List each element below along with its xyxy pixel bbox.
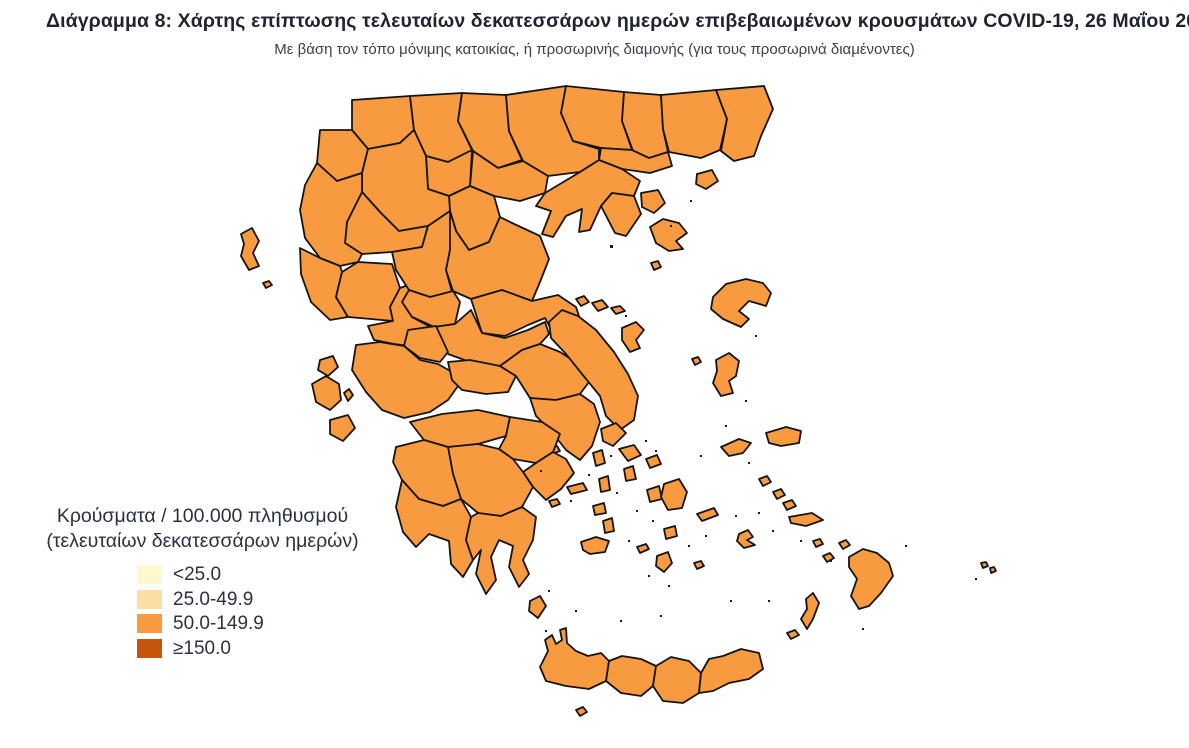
region-kea xyxy=(592,449,606,467)
legend-title-line1: Κρούσματα / 100.000 πληθυσμού xyxy=(56,505,349,527)
region-thasos xyxy=(640,189,666,214)
region-evros xyxy=(715,85,774,162)
region-zakynthos xyxy=(329,414,356,442)
region-rethymno xyxy=(605,655,657,697)
region-chios xyxy=(712,352,740,397)
region-lesvos xyxy=(710,278,772,328)
region-kerkyra xyxy=(240,227,260,271)
legend-label-cat3: 50.0-149.9 xyxy=(173,613,264,635)
region-lasithi xyxy=(698,648,764,694)
legend-item-cat2: 25.0-49.9 xyxy=(137,587,375,612)
region-amorgos xyxy=(696,507,719,522)
region-serifos xyxy=(592,502,607,516)
region-messinia xyxy=(395,479,474,578)
region-symi xyxy=(838,539,851,550)
region-mykonos xyxy=(645,454,662,469)
region-nisyros xyxy=(812,538,824,548)
region-psara xyxy=(691,356,702,366)
legend-label-cat2: 25.0-49.9 xyxy=(173,588,254,610)
region-andros xyxy=(600,422,627,447)
region-lakonia xyxy=(465,506,537,595)
region-irakleio xyxy=(652,656,702,704)
region-limnos xyxy=(649,218,688,252)
region-naxos xyxy=(660,478,688,511)
region-skyros xyxy=(621,321,645,353)
legend-label-cat1: <25.0 xyxy=(173,563,222,585)
page-title: Διάγραμμα 8: Χάρτης επίπτωσης τελευταίων… xyxy=(46,10,1189,32)
legend-item-cat1: <25.0 xyxy=(137,562,375,587)
region-fthiotida xyxy=(411,309,550,367)
region-kalymnos xyxy=(782,499,797,511)
region-samothraki xyxy=(695,169,719,190)
legend-swatch-cat2 xyxy=(137,589,162,609)
region-lefkada xyxy=(317,355,339,377)
region-karpathos xyxy=(800,592,820,630)
region-evvoia xyxy=(548,309,639,431)
legend-label-cat4: ≥150.0 xyxy=(173,638,231,660)
region-larisa xyxy=(445,210,550,302)
legend-swatch-cat1 xyxy=(137,564,162,584)
region-rodopi xyxy=(660,89,728,159)
region-paxoi xyxy=(262,280,273,289)
region-ithaki xyxy=(343,388,354,402)
region-agios-efstratios xyxy=(650,260,662,271)
region-patmos xyxy=(758,475,772,487)
region-tinos xyxy=(618,444,642,462)
region-kasos xyxy=(786,629,800,640)
region-ios xyxy=(663,525,678,540)
legend-swatch-cat3 xyxy=(137,614,162,634)
region-ydra xyxy=(566,482,588,495)
region-fokida xyxy=(447,359,517,395)
region-gavdos xyxy=(575,706,588,717)
region-skiathos xyxy=(575,295,590,307)
region-tilos xyxy=(822,552,835,563)
legend-swatch-cat4 xyxy=(137,639,162,659)
region-kastellorizo xyxy=(980,561,997,574)
region-rodos xyxy=(848,548,894,610)
region-astypalaia xyxy=(736,529,756,549)
legend-items: <25.0 25.0-49.9 50.0-149.9 ≥150.0 xyxy=(137,562,375,661)
region-samos xyxy=(765,426,802,447)
region-thira xyxy=(655,551,673,573)
page-subtitle: Με βάση τον τόπο μόνιμης κατοικίας, ή πρ… xyxy=(274,41,915,58)
region-leros xyxy=(772,488,786,500)
region-paros xyxy=(646,485,663,503)
legend-title-line2: (τελευταίων δεκατεσσάρων ημερών) xyxy=(46,530,359,552)
region-chalkidiki xyxy=(535,159,641,238)
region-anafi xyxy=(693,560,705,570)
region-aitoloakarnania xyxy=(351,341,459,419)
region-skopelos xyxy=(591,299,609,312)
region-kos xyxy=(788,512,824,527)
region-kefallinia xyxy=(311,375,342,411)
region-kythnos xyxy=(598,475,611,493)
region-ioannina xyxy=(299,162,363,267)
region-sifnos xyxy=(602,517,615,534)
legend-item-cat4: ≥150.0 xyxy=(137,636,375,661)
region-ikaria xyxy=(720,438,752,457)
region-kythira xyxy=(528,595,547,619)
region-syros xyxy=(623,465,637,482)
region-folegandros xyxy=(636,543,650,554)
region-chania xyxy=(539,627,610,690)
region-alonnisos xyxy=(610,305,626,315)
region-agio-oros xyxy=(600,192,642,237)
region-milos xyxy=(580,536,610,555)
map-legend: Κρούσματα / 100.000 πληθυσμού (τελευταίω… xyxy=(30,504,375,661)
legend-item-cat3: 50.0-149.9 xyxy=(137,612,375,637)
region-spetses xyxy=(548,498,561,508)
